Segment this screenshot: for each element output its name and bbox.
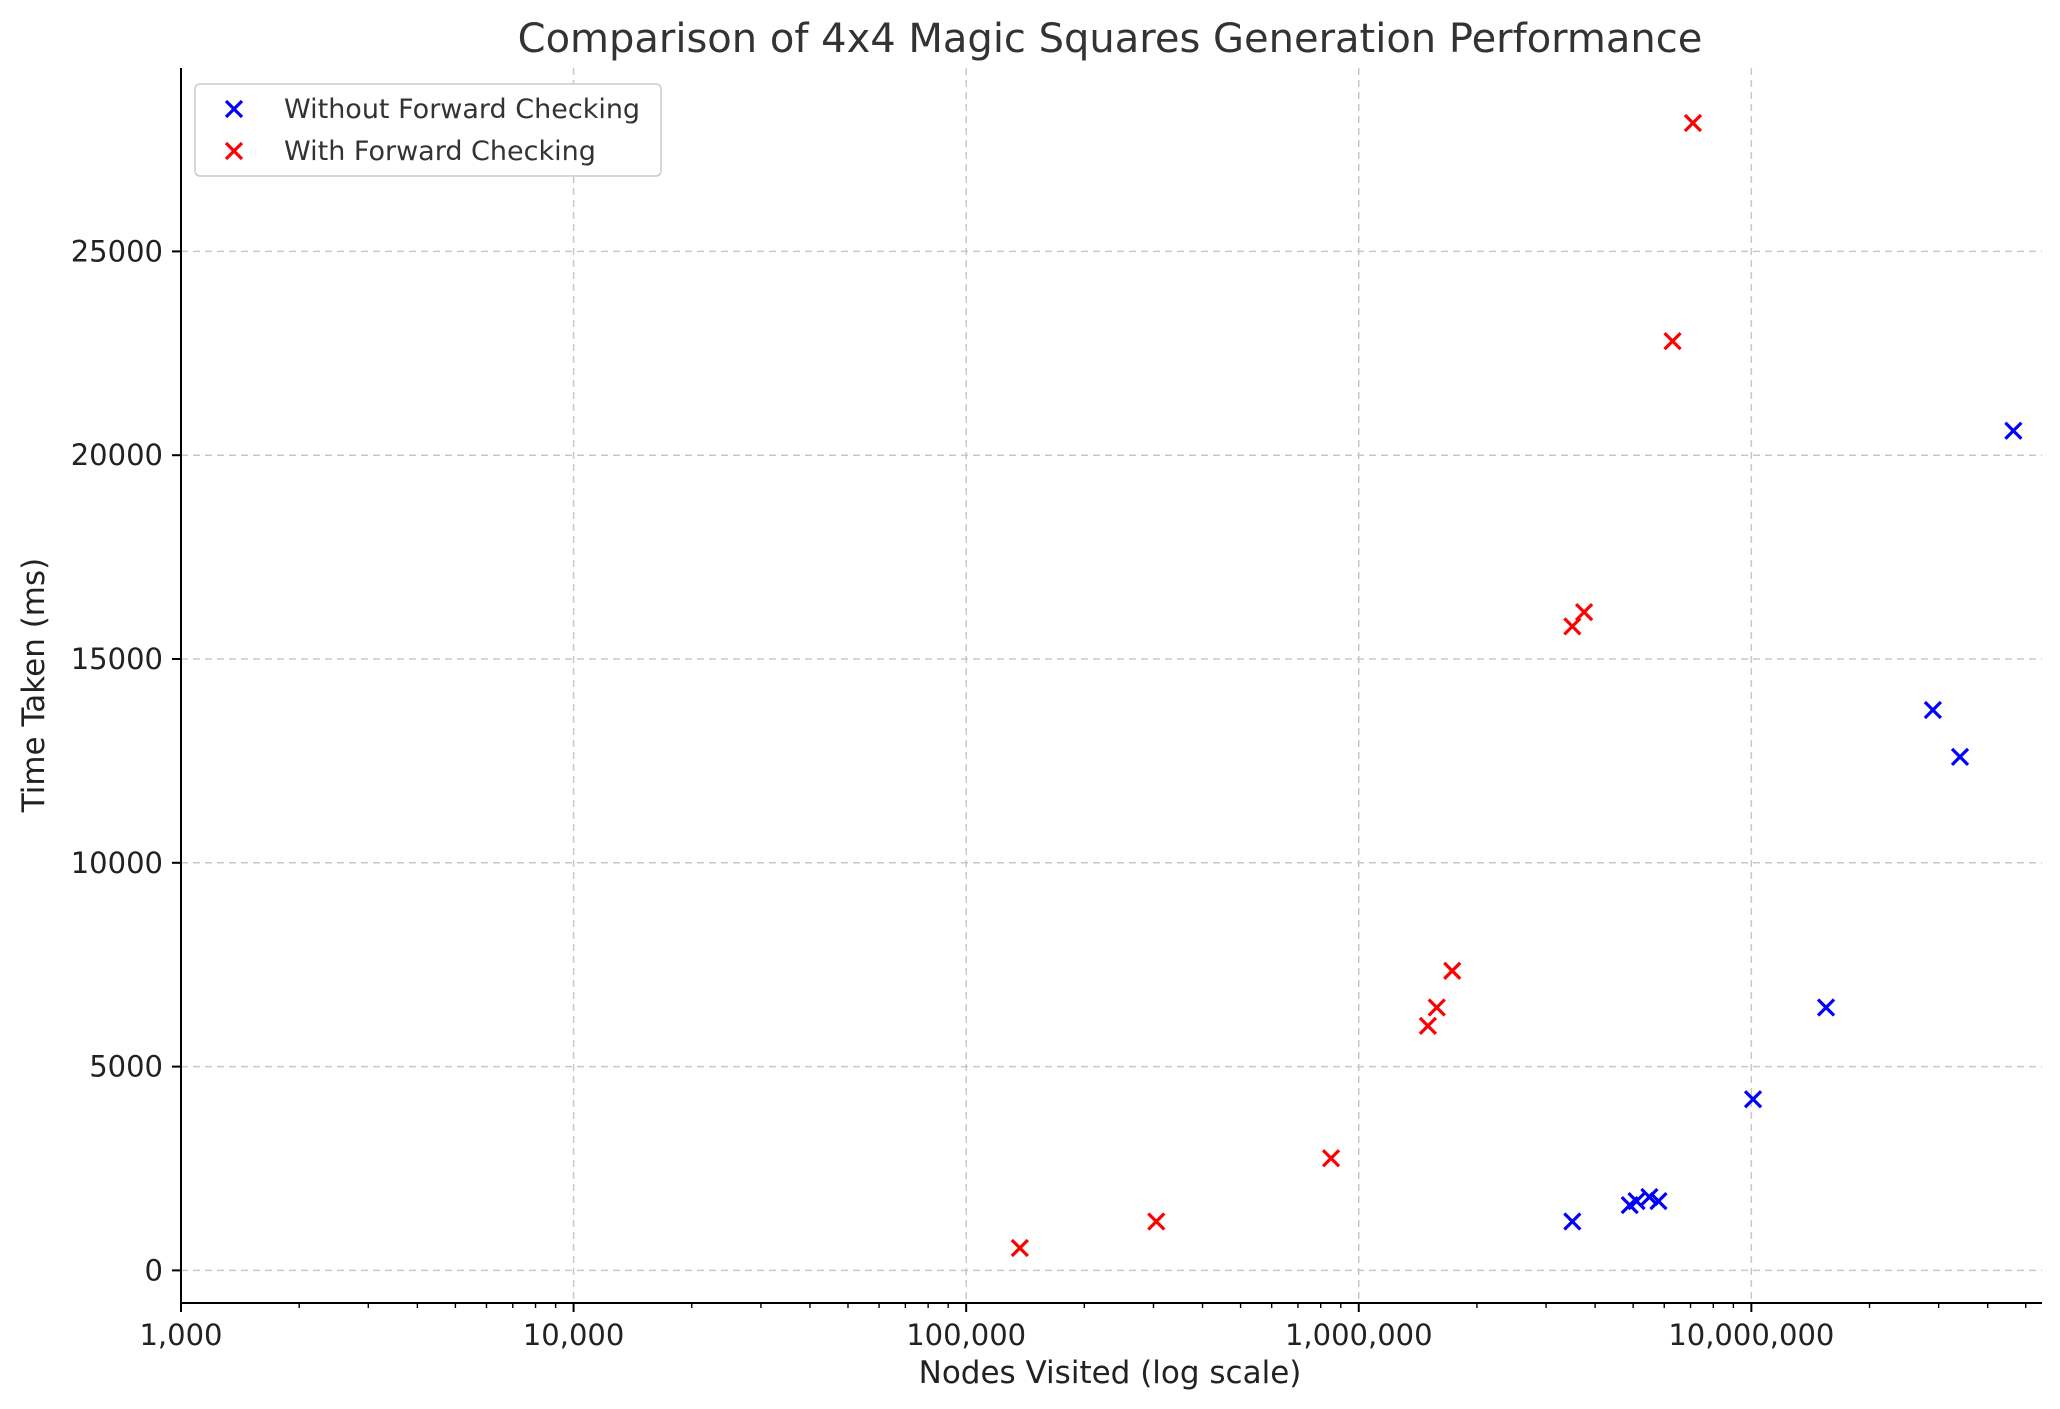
x-tick-label: 10,000 (523, 1318, 624, 1352)
axes (180, 68, 2042, 1304)
y-tick-label: 25000 (71, 234, 163, 268)
legend-marker-with-forward-checking (224, 141, 244, 161)
data-point-without-forward-checking (2004, 421, 2023, 440)
y-axis-label: Time Taken (ms) (16, 558, 52, 813)
grid-lines (181, 68, 2042, 1303)
legend-label-without-forward-checking: Without Forward Checking (284, 94, 640, 125)
legend-x-marker (224, 99, 244, 119)
data-point-without-forward-checking (1627, 1191, 1646, 1211)
data-point-without-forward-checking (1816, 998, 1836, 1017)
axis-ticks: 1,000 10,000 100,000 1,000,000 10,000,000 0 50… (71, 234, 2027, 1352)
data-point-without-forward-checking (1640, 1187, 1659, 1207)
data-point-with-forward-checking (1010, 1238, 1029, 1258)
legend: Without Forward Checking With Forward Ch… (194, 83, 662, 177)
data-point-with-forward-checking (1427, 998, 1446, 1017)
data-point-without-forward-checking (1950, 747, 1970, 766)
data-point-with-forward-checking (1683, 113, 1703, 133)
data-point-with-forward-checking (1443, 961, 1462, 980)
legend-box (194, 83, 662, 177)
data-point-with-forward-checking (1563, 617, 1582, 636)
y-tick-label: 20000 (71, 438, 163, 472)
legend-marker-without-forward-checking (224, 99, 244, 119)
x-axis-label: Nodes Visited (log scale) (919, 1355, 1302, 1391)
data-point-with-forward-checking (1663, 331, 1682, 351)
data-point-with-forward-checking (1321, 1149, 1341, 1168)
data-point-without-forward-checking (1743, 1090, 1763, 1109)
x-tick-label: 1,000,000 (1285, 1318, 1433, 1352)
y-tick-label: 0 (145, 1253, 163, 1287)
data-point-without-forward-checking (1563, 1212, 1582, 1231)
x-tick-label: 10,000,000 (1668, 1318, 1834, 1352)
data-point-with-forward-checking (1418, 1016, 1438, 1035)
data-point-without-forward-checking (1649, 1191, 1668, 1211)
data-point-with-forward-checking (1147, 1212, 1166, 1231)
data-points (1010, 113, 2023, 1258)
legend-label-with-forward-checking: With Forward Checking (284, 136, 596, 167)
data-point-with-forward-checking (1574, 603, 1594, 622)
x-tick-label: 100,000 (906, 1318, 1026, 1352)
x-tick-label: 1,000 (139, 1318, 222, 1352)
y-tick-label: 5000 (89, 1050, 163, 1084)
y-tick-label: 10000 (71, 846, 163, 880)
legend-x-marker (224, 141, 244, 161)
y-tick-label: 15000 (71, 642, 163, 676)
data-point-without-forward-checking (1923, 700, 1943, 720)
chart-title: Comparison of 4x4 Magic Squares Generati… (518, 16, 1703, 62)
